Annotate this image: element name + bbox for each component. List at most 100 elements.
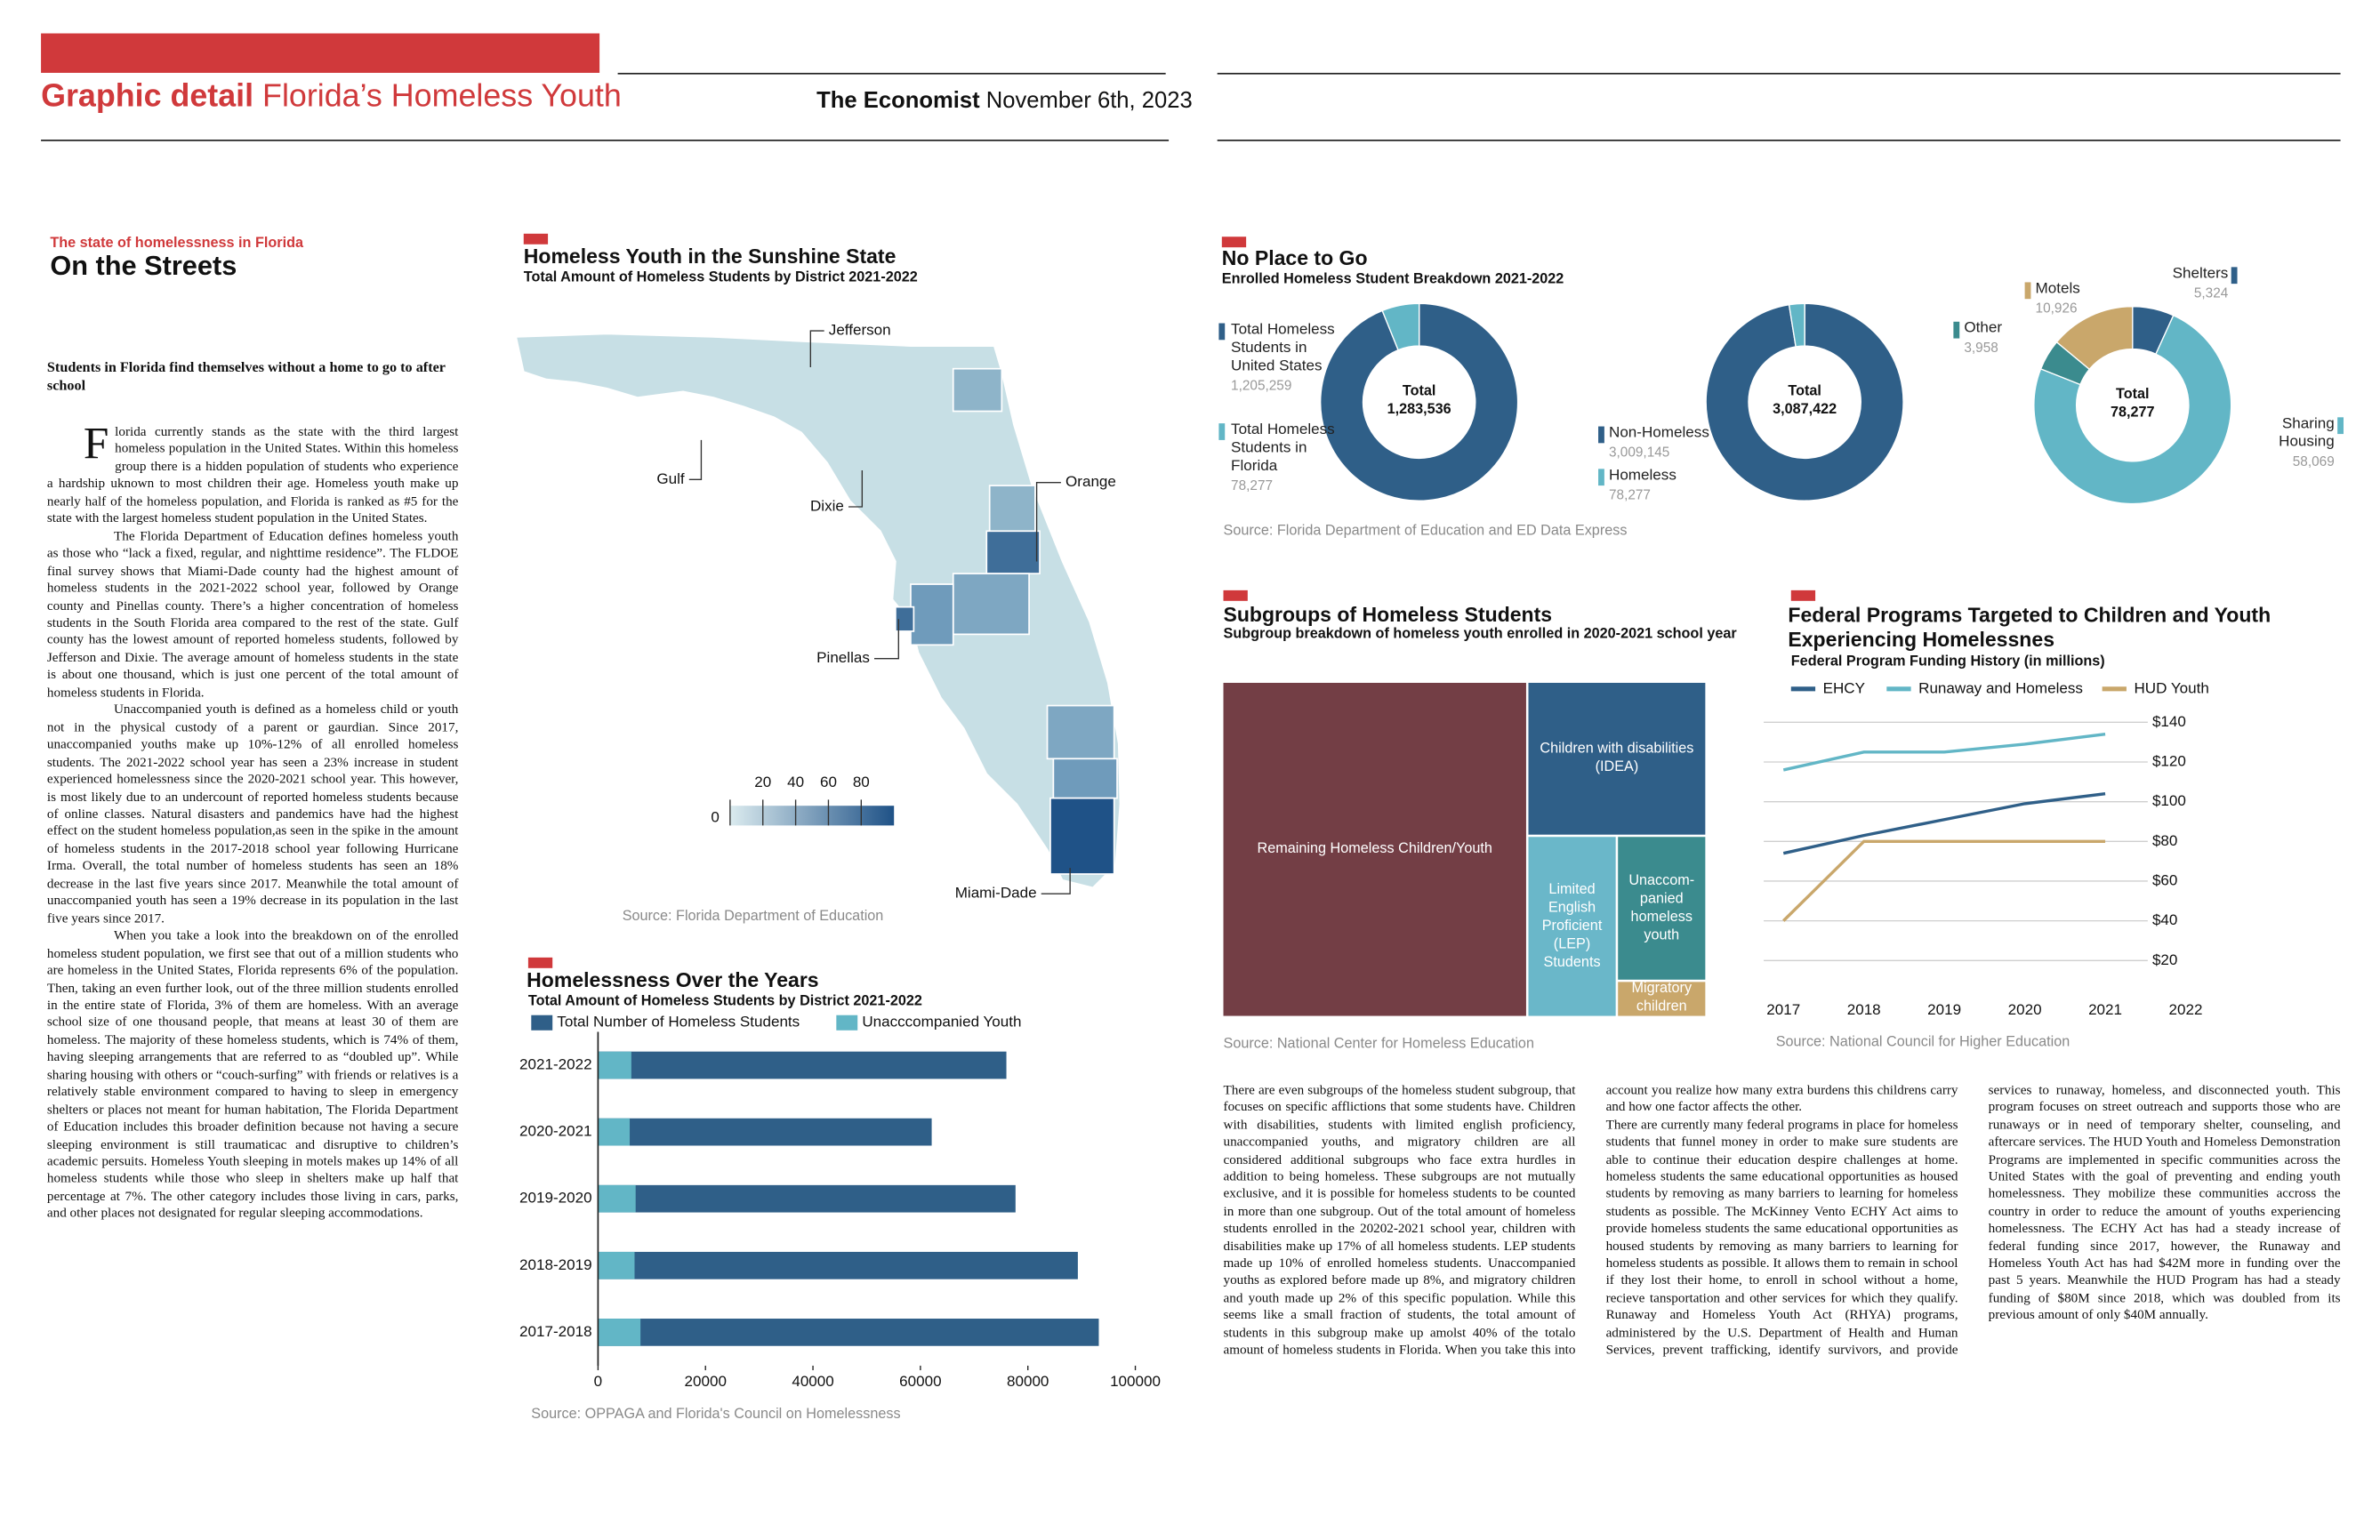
legend-swatch — [1598, 469, 1604, 486]
chart-title: Homeless Youth in the Sunshine State — [524, 245, 897, 268]
colorbar-tick-label: 40 — [787, 774, 804, 790]
source: Source: National Center for Homeless Edu… — [1224, 1035, 1534, 1051]
slice-label: Sharing Housing — [2279, 415, 2335, 451]
slice-label: Non-Homeless — [1608, 424, 1709, 442]
bar — [598, 1251, 635, 1279]
treemap-label: Children with disabilities (IDEA) — [1540, 740, 1694, 776]
legend-swatch — [836, 1015, 858, 1031]
y-tick-label: 2021-2022 — [519, 1056, 592, 1073]
paragraph: Unaccompanied youth is defined as a home… — [46, 701, 459, 926]
map-label: Miami-Dade — [955, 885, 1037, 902]
x-tick-label: 2020 — [2008, 1001, 2042, 1018]
leader-line — [809, 330, 824, 367]
source: Source: Florida Department of Education … — [1224, 523, 1628, 539]
x-tick-label: 2019 — [1927, 1001, 1961, 1018]
county — [1052, 758, 1118, 799]
slice-label: Shelters — [2172, 265, 2229, 283]
source: Source: National Council for Higher Educ… — [1776, 1034, 2070, 1050]
donut-center-label: Total — [2116, 386, 2150, 402]
slice-label-block: Sharing Housing 58,069 — [2269, 415, 2335, 470]
line-series — [1782, 792, 2106, 855]
county — [910, 583, 954, 646]
state-outline — [515, 333, 1122, 889]
slice-value: 3,958 — [1964, 340, 1998, 356]
section-marker — [1221, 237, 1247, 248]
x-tick-label: 2018 — [1847, 1001, 1881, 1018]
leader-line — [874, 619, 899, 660]
slice-label-block: Total Homeless Students in Florida 78,277 — [1231, 421, 1353, 494]
leader-line — [688, 439, 703, 480]
treemap-label: Unaccom-panied homeless youth — [1628, 871, 1695, 943]
bar — [598, 1051, 1007, 1079]
line-series — [1782, 839, 2106, 922]
colorbar-tick-label: 0 — [711, 808, 719, 825]
source: Source: Florida Department of Education — [623, 908, 884, 924]
y-tick-label: 2018-2019 — [519, 1256, 592, 1273]
paragraph: Florida currently stands as the state wi… — [46, 419, 459, 525]
county — [952, 573, 1030, 636]
x-tick-label: 0 — [594, 1373, 602, 1390]
legend-swatch — [2337, 417, 2344, 435]
treemap-cell — [1528, 837, 1616, 1016]
legend-swatch — [2231, 267, 2238, 285]
colorbar-tick-label: 60 — [820, 774, 837, 790]
bar — [598, 1118, 932, 1146]
publication: The Economist — [816, 87, 980, 114]
slice-label: Motels — [2035, 280, 2080, 298]
bar — [598, 1118, 631, 1146]
y-tick-label: $20 — [2152, 951, 2177, 968]
slice-value: 78,277 — [1231, 477, 1274, 493]
map-label: Orange — [1065, 473, 1116, 490]
chart-subtitle: Subgroup breakdown of homeless youth enr… — [1224, 626, 1738, 642]
section-marker — [527, 957, 553, 968]
x-tick-label: 2022 — [2169, 1001, 2203, 1018]
donut-slice — [1788, 302, 1805, 348]
date: November 6th, 2023 — [985, 87, 1193, 114]
section-marker — [1790, 590, 1816, 601]
y-tick-label: $40 — [2152, 911, 2177, 928]
rule — [1217, 72, 2341, 75]
y-tick-label: $60 — [2152, 871, 2177, 888]
y-tick-label: $80 — [2152, 832, 2177, 849]
header-title-block: Graphic detail Florida’s Homeless Youth — [41, 79, 622, 116]
bar — [598, 1184, 636, 1213]
slice-label: Homeless — [1608, 467, 1676, 485]
chart-title: Federal Programs Targeted to Children an… — [1788, 604, 2271, 652]
legend-label: Total Number of Homeless Students — [557, 1014, 800, 1031]
chart-subtitle: Total Amount of Homeless Students by Dis… — [528, 993, 922, 1009]
kicker: The state of homelessness in Florida — [50, 235, 304, 253]
legend-swatch — [2024, 282, 2031, 300]
x-tick-label: 2017 — [1766, 1001, 1800, 1018]
legend-swatch — [1953, 321, 1960, 339]
map-label: Gulf — [656, 470, 685, 487]
slice-label-block: Other 3,958 — [1964, 320, 2054, 357]
slice-label-block: Shelters 5,324 — [2140, 265, 2229, 302]
county — [1046, 704, 1115, 760]
y-tick-label: $140 — [2152, 713, 2186, 730]
florida-map — [515, 333, 1122, 889]
x-tick-label: 2021 — [2088, 1001, 2122, 1018]
x-tick-label: 100000 — [1110, 1373, 1161, 1390]
chart-title: No Place to Go — [1222, 246, 1368, 269]
colorbar-tick-label: 20 — [754, 774, 771, 790]
y-tick-label: 2017-2018 — [519, 1323, 592, 1340]
paragraph: There are even subgroups of the homeless… — [1223, 1081, 1958, 1357]
x-tick-label: 80000 — [1007, 1373, 1049, 1390]
map-label: Jefferson — [829, 322, 891, 339]
county — [988, 485, 1036, 533]
paragraph: When you take a look into the breakdown … — [46, 926, 459, 1221]
leader-line — [848, 470, 864, 508]
paragraph: The Florida Department of Education defi… — [46, 527, 459, 700]
slice-label-block: Total Homeless Students in United States… — [1231, 322, 1353, 395]
slice-value: 1,205,259 — [1231, 377, 1292, 394]
donut-slice — [1705, 302, 1904, 501]
colorbar — [729, 806, 895, 826]
colorbar-tick-label: 80 — [853, 774, 870, 790]
y-tick-label: 2019-2020 — [519, 1190, 592, 1207]
donut-slice — [2055, 306, 2134, 371]
legend-swatch — [1218, 423, 1226, 440]
rule — [41, 140, 1170, 141]
article-body: Florida currently stands as the state wi… — [46, 419, 459, 1223]
